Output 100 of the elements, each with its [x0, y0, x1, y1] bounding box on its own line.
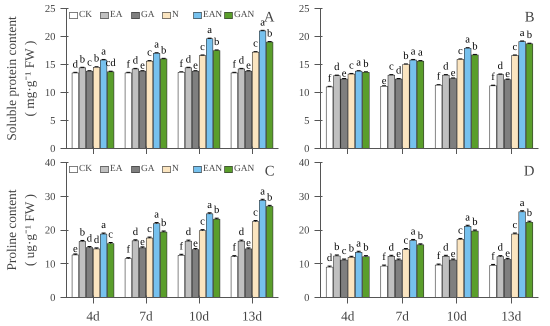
data-label: b	[267, 192, 272, 204]
x-tick-label: 10d	[446, 308, 468, 324]
data-label: a	[410, 46, 416, 58]
legend-label: GAN	[234, 10, 254, 20]
y-tick-label: 5	[50, 116, 56, 127]
annotation: C	[264, 164, 275, 180]
y-tick-label: 30	[44, 192, 56, 203]
data-label: e	[450, 249, 456, 260]
data-label: b	[214, 205, 220, 216]
data-label: e	[140, 60, 146, 72]
data-label: c	[108, 229, 114, 240]
data-label: d	[238, 227, 245, 238]
legend-label: EAN	[203, 164, 223, 174]
data-label: f	[491, 251, 496, 262]
legend-label: CK	[79, 10, 93, 20]
data-label: e	[342, 68, 347, 80]
data-label: d	[498, 242, 504, 254]
data-label: e	[140, 236, 146, 248]
data-label: f	[491, 72, 496, 84]
data-label: d	[132, 226, 139, 238]
data-label: e	[193, 60, 198, 72]
data-label: c	[200, 42, 206, 53]
data-label: b	[526, 30, 532, 42]
data-label: d	[94, 234, 100, 246]
annotation: D	[524, 164, 535, 180]
y-axis-title: Proline content ( ug·g⁻¹ FW )	[4, 189, 37, 271]
data-label: d	[334, 62, 340, 74]
data-label: f	[232, 59, 237, 70]
data-label: f	[126, 244, 131, 256]
y-tick-label: 10	[44, 88, 56, 99]
x-tick-label: 13d	[501, 308, 522, 324]
data-label: a	[356, 58, 362, 69]
data-label: c	[458, 46, 464, 57]
data-label: c	[87, 58, 92, 69]
data-label: f	[232, 242, 237, 254]
data-label: b	[472, 41, 478, 52]
legend-label: CK	[79, 164, 93, 174]
legend-label: N	[172, 10, 180, 20]
y-tick-label: 20	[298, 226, 310, 236]
data-label: e	[246, 238, 252, 249]
data-label: a	[465, 212, 470, 224]
data-label: e	[450, 68, 456, 79]
data-label: d	[388, 242, 395, 254]
legend-label: GA	[141, 10, 156, 20]
data-label: d	[186, 54, 192, 66]
data-label: e	[382, 76, 387, 87]
data-label: d	[72, 59, 79, 70]
data-label: c	[512, 220, 518, 232]
data-label: d	[238, 55, 245, 66]
data-label: a	[207, 200, 212, 211]
x-tick-label: 7d	[396, 308, 410, 324]
data-label: c	[147, 48, 152, 59]
y-tick-label: 5	[304, 116, 310, 127]
data-label: e	[505, 248, 510, 260]
data-label: b	[363, 242, 369, 254]
data-label: d	[498, 61, 504, 72]
data-label: d	[186, 227, 192, 238]
data-label: e	[396, 249, 402, 260]
y-tick-label: 10	[298, 88, 310, 99]
data-label: e	[72, 244, 78, 255]
data-label: a	[207, 25, 212, 36]
data-label: b	[363, 58, 369, 70]
x-tick-label: 4d	[341, 308, 355, 324]
data-label: e	[193, 238, 198, 250]
data-label: b	[214, 36, 220, 48]
data-label: a	[154, 210, 160, 221]
y-tick-label: 25	[298, 4, 310, 15]
annotation: A	[264, 10, 275, 26]
y-tick-label: 10	[44, 259, 56, 270]
data-label: b	[348, 243, 354, 254]
y-tick-label: 25	[44, 4, 56, 15]
data-label: b	[472, 217, 478, 228]
y-tick-label: 30	[298, 192, 310, 203]
x-tick-label: 10d	[189, 308, 210, 324]
data-label: c	[253, 38, 258, 50]
data-label: a	[260, 186, 266, 198]
data-label: c	[388, 62, 394, 73]
data-label: a	[465, 34, 470, 46]
y-tick-label: 15	[298, 60, 310, 71]
data-label: a	[101, 46, 106, 58]
data-label: a	[418, 48, 424, 59]
data-label: e	[246, 60, 252, 72]
data-label: a	[520, 198, 525, 209]
data-label: a	[356, 238, 362, 250]
data-label: a	[101, 220, 106, 232]
data-label: d	[132, 55, 139, 66]
data-label: b	[403, 50, 409, 62]
y-tick-label: 0	[304, 293, 310, 304]
data-label: b	[161, 45, 166, 56]
y-axis-title: Soluble protein content ( mg·g⁻¹ FW )	[4, 16, 37, 141]
data-label: d	[396, 66, 402, 76]
legend-label: GA	[141, 164, 156, 174]
data-label: a	[410, 226, 416, 238]
data-label: b	[80, 227, 86, 238]
data-label: c	[253, 208, 258, 219]
x-tick-label: 13d	[242, 308, 262, 324]
legend-label: N	[172, 164, 180, 174]
data-label: b	[418, 230, 424, 242]
data-label: f	[328, 73, 332, 84]
y-tick-label: 20	[44, 226, 56, 236]
